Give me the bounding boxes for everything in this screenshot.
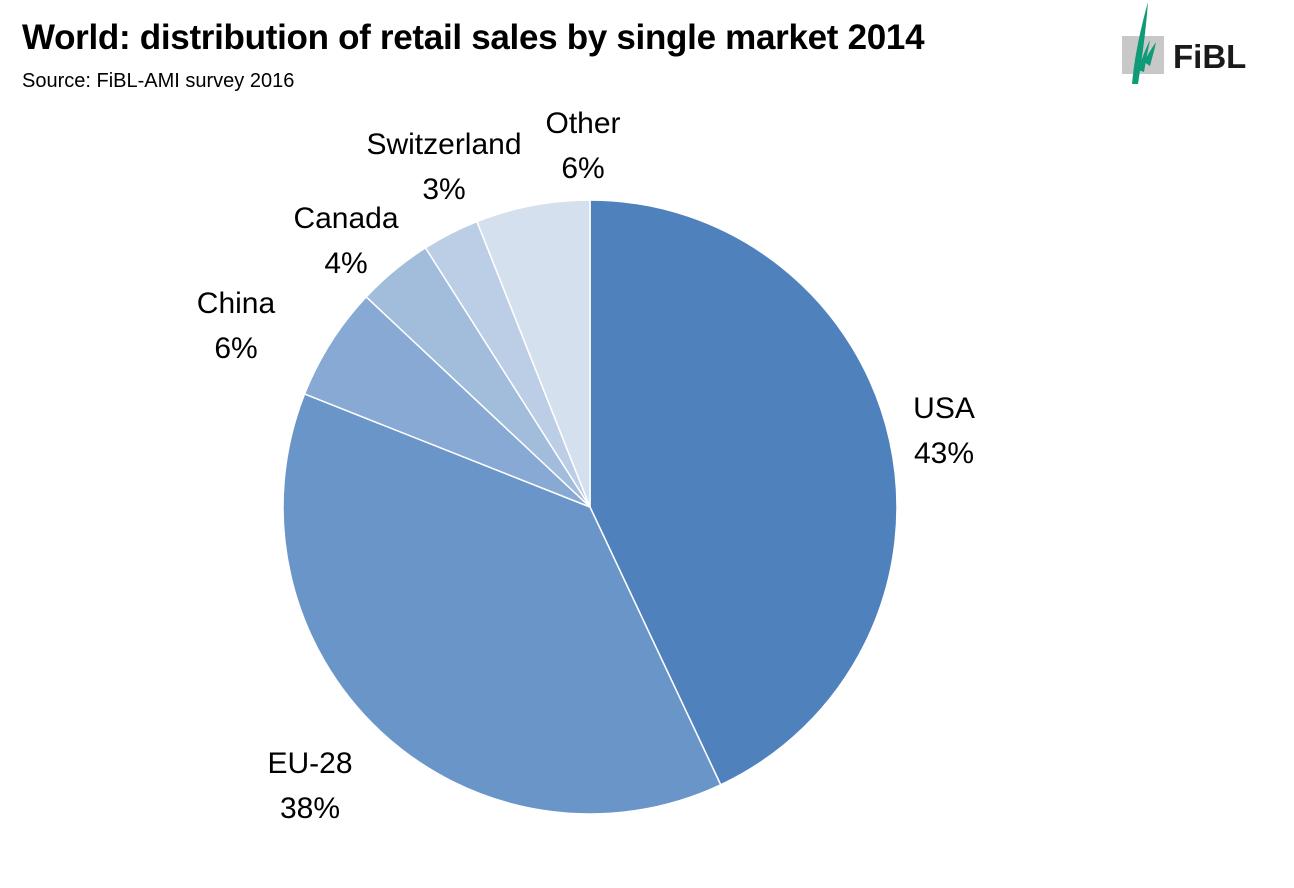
slice-label-name: Switzerland [366,128,521,161]
slice-label-name: China [197,287,276,320]
slice-label-value: 43% [914,437,974,470]
slice-label-name: EU-28 [267,747,352,780]
pie-slices [282,199,898,815]
chart-title: World: distribution of retail sales by s… [22,18,925,57]
slice-label-value: 6% [561,152,604,185]
slice-label-value: 6% [214,332,257,365]
pie-slice-eu-28 [282,393,722,815]
slice-label-value: 4% [324,247,367,280]
pie-slice-other [476,199,591,508]
slice-label-name: USA [913,392,975,425]
slice-label-value: 3% [422,173,465,206]
chart-source: Source: FiBL-AMI survey 2016 [22,70,295,92]
pie-labels: USA 43% EU-28 38% China 6% Canada 4% Switzerland… [197,107,975,825]
fibl-logo: FiBL [1118,0,1268,90]
slice-label-name: Other [545,107,620,140]
logo-text: FiBL [1173,38,1247,75]
fibl-leaf-icon [1122,2,1164,84]
slice-label-name: Canada [293,202,398,235]
pie-slice-usa [589,199,898,786]
slice-label-value: 38% [280,792,340,825]
